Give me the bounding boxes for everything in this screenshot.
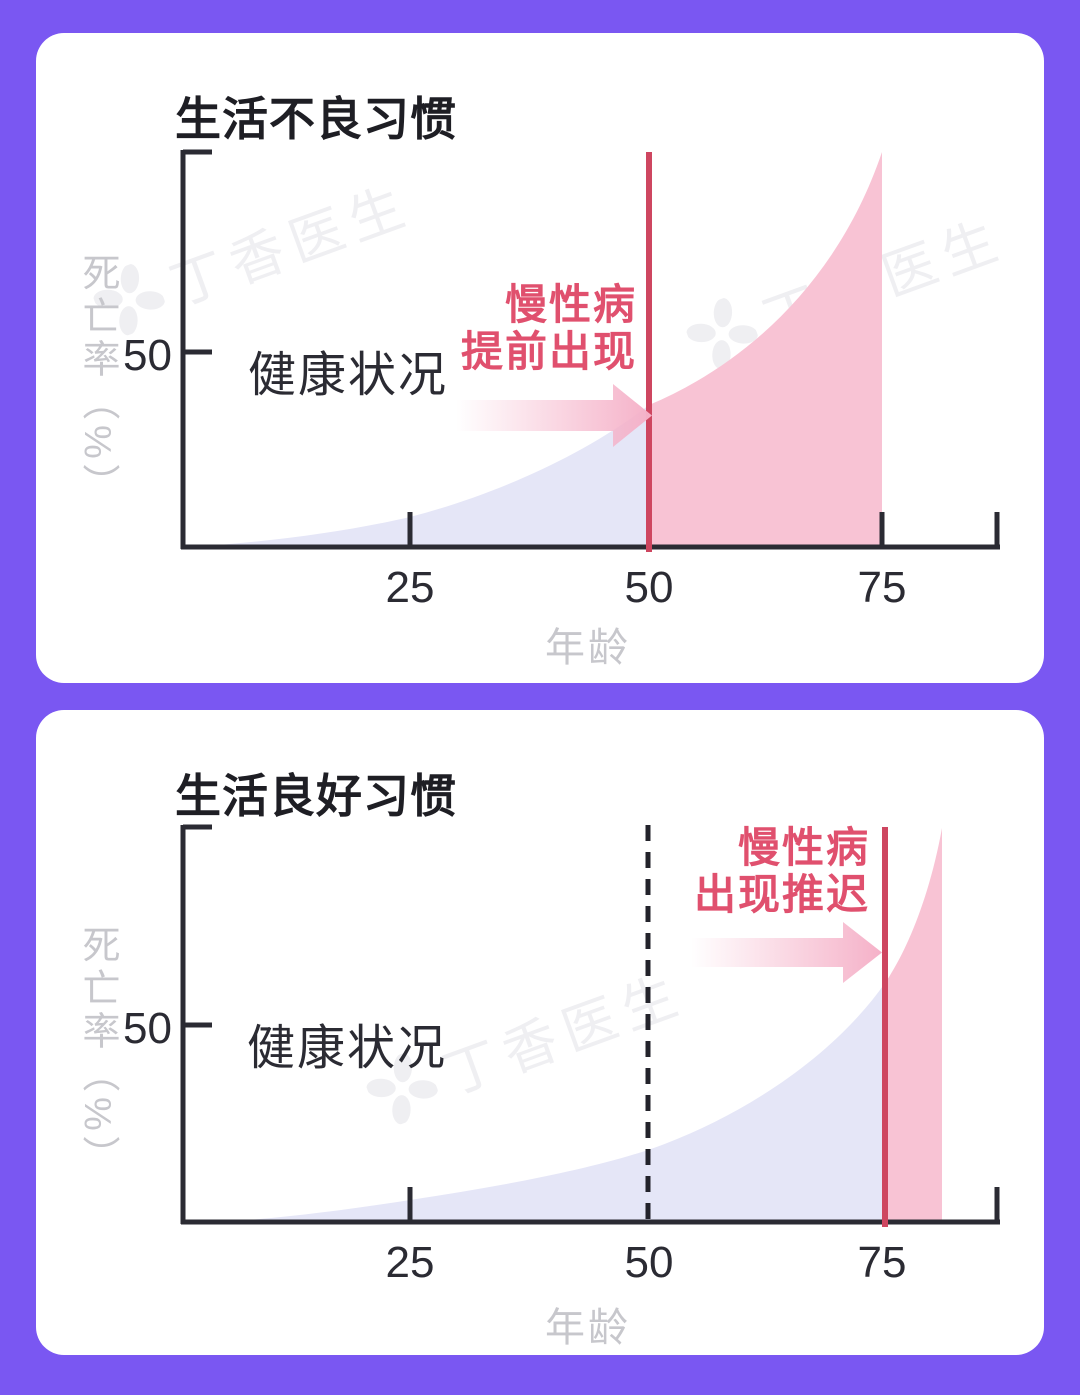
chronic-annotation: 慢性病 提前出现: [461, 281, 637, 375]
chronic-annotation-line1: 慢性病: [504, 281, 637, 328]
y-tick-label-50: 50: [123, 1004, 172, 1053]
health-status-label: 健康状况: [247, 1022, 448, 1075]
healthy-area-fill: [206, 405, 649, 546]
y-tick-label-50: 50: [123, 331, 172, 380]
x-axis-label: 年龄: [545, 1306, 631, 1350]
x-tick-label-50: 50: [624, 563, 674, 612]
chronic-annotation: 慢性病 出现推迟: [694, 824, 870, 918]
chronic-annotation-line2: 出现推迟: [693, 871, 870, 918]
chart-card-good-habits: 丁香医生 生活良好习惯 死亡率（%） 50 健康状况 慢性病: [36, 710, 1044, 1355]
chart-title: 生活不良习惯: [175, 93, 457, 145]
chronic-annotation-line1: 慢性病: [737, 824, 870, 871]
chronic-area-fill: [649, 152, 882, 546]
x-tick-label-25: 25: [385, 1238, 435, 1287]
healthy-area-fill: [236, 983, 885, 1221]
x-tick-label-50: 50: [624, 1238, 674, 1287]
arrow-right-icon: [456, 384, 652, 447]
chronic-annotation-line2: 提前出现: [460, 328, 637, 375]
y-axis-label: 死亡率（%）: [76, 253, 118, 507]
plot-area: [180, 824, 1000, 1227]
x-tick-label-75: 75: [857, 1238, 907, 1287]
plot-area: [180, 149, 1000, 552]
x-tick-label-75: 75: [857, 563, 907, 612]
arrow-right-icon: [691, 922, 882, 983]
x-tick-label-25: 25: [385, 563, 435, 612]
health-status-label: 健康状况: [248, 349, 449, 402]
y-axis-label: 死亡率（%）: [76, 925, 118, 1179]
x-axis-label: 年龄: [545, 626, 631, 670]
chart-card-bad-habits: 丁香医生 丁香医生 生活不良习惯: [36, 33, 1044, 683]
chronic-area-fill: [885, 828, 942, 1221]
chart-title: 生活良好习惯: [175, 770, 457, 822]
